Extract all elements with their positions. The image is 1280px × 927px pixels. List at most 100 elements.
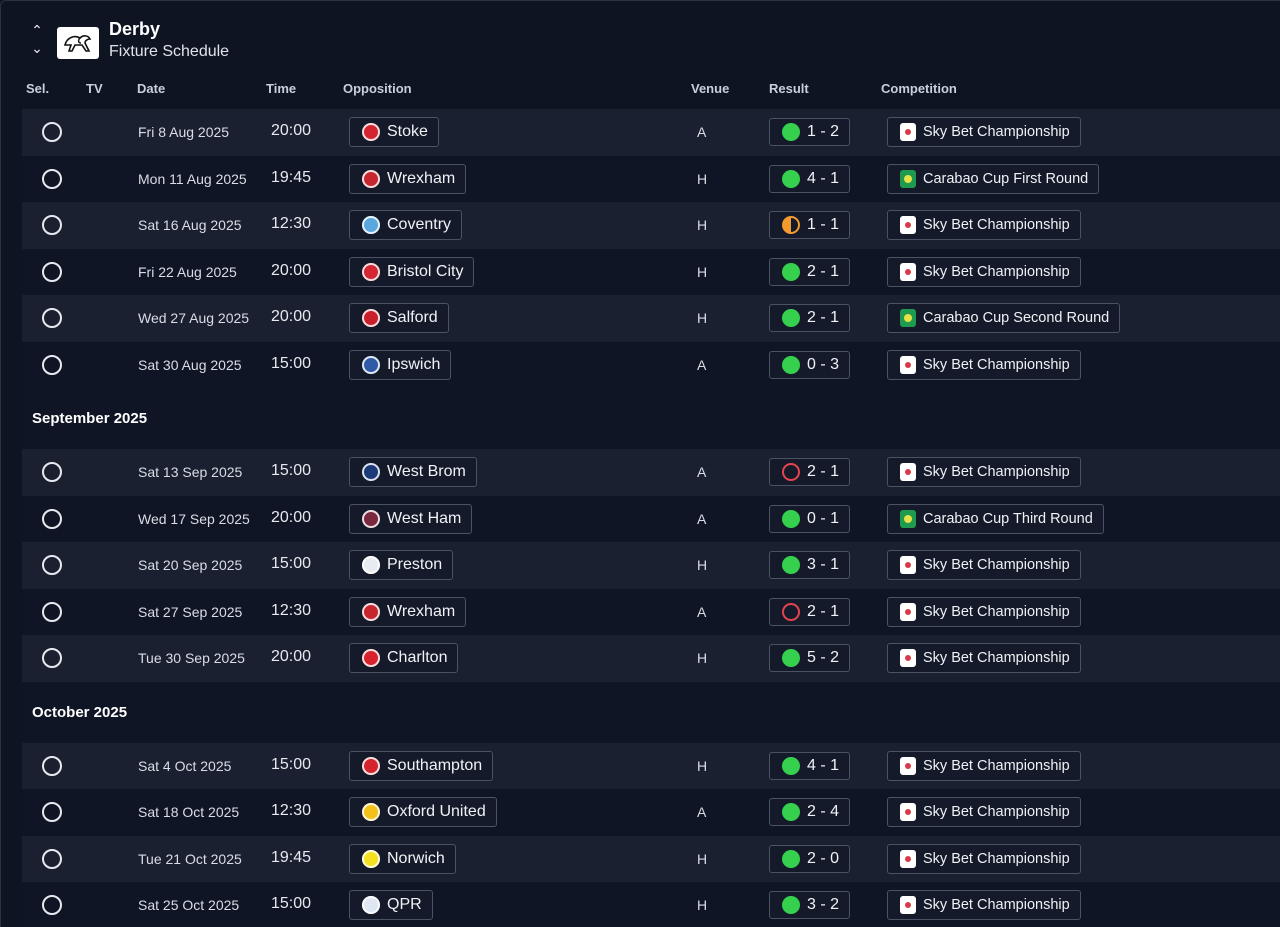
club-name[interactable]: Derby	[109, 19, 161, 39]
derby-crest-icon[interactable]	[57, 27, 99, 59]
select-radio[interactable]	[42, 462, 62, 482]
column-header-time[interactable]: Time	[266, 81, 297, 96]
opposition-button[interactable]: Wrexham	[349, 163, 467, 194]
fixture-row[interactable]: Fri 22 Aug 2025 20:00 Bristol City H 2 - 1 Sk…	[22, 248, 1280, 295]
column-header-sel[interactable]: Sel.	[26, 81, 50, 96]
competition-button[interactable]: Sky Bet Championship	[887, 643, 1081, 673]
result-score: 5 - 2	[807, 649, 840, 666]
result-button[interactable]: 2 - 1	[769, 257, 851, 286]
result-button[interactable]: 1 - 2	[769, 118, 851, 146]
competition-button[interactable]: Carabao Cup Third Round	[887, 503, 1104, 534]
result-button[interactable]: 2 - 1	[769, 597, 851, 626]
select-radio[interactable]	[42, 308, 62, 328]
fixture-date: Sat 20 Sep 2025	[138, 557, 243, 573]
competition-name: Carabao Cup First Round	[923, 170, 1089, 187]
select-radio[interactable]	[42, 168, 62, 189]
loss-indicator-icon	[782, 602, 800, 621]
fixture-row[interactable]: Sat 25 Oct 2025 15:00 QPR H 3 - 2 Sky Bet Cha…	[22, 882, 1280, 927]
result-button[interactable]: 2 - 1	[769, 458, 851, 486]
select-radio[interactable]	[42, 848, 62, 869]
column-header-result[interactable]: Result	[769, 81, 809, 96]
fixture-row[interactable]: Wed 17 Sep 2025 20:00 West Ham A 0 - 1 Caraba…	[22, 495, 1280, 542]
column-header-tv[interactable]: TV	[86, 81, 103, 96]
select-radio[interactable]	[42, 895, 62, 915]
result-button[interactable]: 5 - 2	[769, 644, 851, 672]
select-radio[interactable]	[42, 508, 62, 529]
result-button[interactable]: 4 - 1	[769, 164, 851, 193]
select-radio[interactable]	[42, 261, 62, 282]
fixture-row[interactable]: Sat 27 Sep 2025 12:30 Wrexham A 2 - 1 Sky Bet…	[22, 588, 1280, 635]
result-button[interactable]: 0 - 3	[769, 350, 851, 379]
select-radio[interactable]	[42, 215, 62, 235]
column-header-opposition[interactable]: Opposition	[343, 81, 412, 96]
result-button[interactable]: 2 - 1	[769, 304, 851, 332]
competition-name: Sky Bet Championship	[923, 557, 1070, 573]
chevron-down-icon[interactable]: ⌄	[31, 40, 43, 56]
opposition-button[interactable]: Wrexham	[349, 596, 467, 627]
opposition-button[interactable]: Southampton	[349, 750, 494, 781]
result-button[interactable]: 4 - 1	[769, 751, 851, 780]
fixture-row[interactable]: Sat 20 Sep 2025 15:00 Preston H 3 - 1 Sky Bet…	[22, 542, 1280, 589]
opposition-button[interactable]: Stoke	[349, 117, 439, 147]
select-radio[interactable]	[42, 354, 62, 375]
opposition-button[interactable]: Salford	[349, 303, 449, 333]
result-button[interactable]: 1 - 1	[769, 211, 851, 239]
opposition-button[interactable]: Preston	[349, 550, 454, 580]
result-button[interactable]: 3 - 1	[769, 551, 851, 579]
fixture-row[interactable]: Sat 16 Aug 2025 12:30 Coventry H 1 - 1 Sky Be…	[22, 202, 1280, 249]
sky-competition-icon	[900, 556, 916, 574]
fixture-row[interactable]: Wed 27 Aug 2025 20:00 Salford H 2 - 1 Carabao…	[22, 295, 1280, 342]
opposition-button[interactable]: QPR	[349, 890, 433, 920]
sort-controls: ⌃ ⌄	[28, 21, 46, 63]
opposition-button[interactable]: Bristol City	[349, 256, 475, 287]
opposition-button[interactable]: Charlton	[349, 643, 459, 673]
chevron-up-icon[interactable]: ⌃	[31, 22, 43, 38]
fixture-row[interactable]: Tue 30 Sep 2025 20:00 Charlton H 5 - 2 Sky Be…	[22, 635, 1280, 682]
select-radio[interactable]	[42, 648, 62, 668]
competition-name: Carabao Cup Third Round	[923, 510, 1093, 527]
competition-button[interactable]: Sky Bet Championship	[887, 750, 1081, 781]
panel-header: ⌃ ⌄ Derby Fixture Schedule	[1, 1, 1280, 73]
column-header-competition[interactable]: Competition	[881, 81, 957, 96]
select-radio[interactable]	[42, 802, 62, 822]
fixture-row[interactable]: Sat 18 Oct 2025 12:30 Oxford United A 2 - 4 S…	[22, 789, 1280, 836]
opposition-button[interactable]: West Brom	[349, 457, 477, 487]
select-radio[interactable]	[42, 601, 62, 622]
fixture-time: 12:30	[271, 802, 312, 819]
competition-button[interactable]: Sky Bet Championship	[887, 797, 1081, 827]
opposition-button[interactable]: Oxford United	[349, 797, 497, 827]
result-button[interactable]: 2 - 4	[769, 798, 851, 826]
select-radio[interactable]	[42, 755, 62, 776]
fixture-venue: H	[697, 757, 708, 774]
opposition-button[interactable]: Ipswich	[349, 349, 452, 380]
competition-button[interactable]: Carabao Cup Second Round	[887, 303, 1121, 333]
competition-button[interactable]: Sky Bet Championship	[887, 596, 1081, 627]
competition-button[interactable]: Sky Bet Championship	[887, 117, 1081, 147]
competition-button[interactable]: Sky Bet Championship	[887, 457, 1081, 487]
result-button[interactable]: 2 - 0	[769, 844, 851, 873]
fixture-row[interactable]: Sat 4 Oct 2025 15:00 Southampton H 4 - 1 Sky …	[22, 742, 1280, 789]
column-header-date[interactable]: Date	[137, 81, 166, 96]
competition-button[interactable]: Sky Bet Championship	[887, 843, 1081, 874]
competition-button[interactable]: Sky Bet Championship	[887, 349, 1081, 380]
competition-button[interactable]: Sky Bet Championship	[887, 210, 1081, 240]
fixture-row[interactable]: Sat 13 Sep 2025 15:00 West Brom A 2 - 1 Sky B…	[22, 449, 1280, 496]
opposition-name: Wrexham	[387, 602, 456, 620]
fixture-row[interactable]: Sat 30 Aug 2025 15:00 Ipswich A 0 - 3 Sky Bet…	[22, 341, 1280, 388]
fixture-row[interactable]: Tue 21 Oct 2025 19:45 Norwich H 2 - 0 Sky Bet…	[22, 835, 1280, 882]
result-button[interactable]: 3 - 2	[769, 891, 851, 919]
competition-button[interactable]: Sky Bet Championship	[887, 550, 1081, 580]
fixture-row[interactable]: Mon 11 Aug 2025 19:45 Wrexham H 4 - 1 Carabao…	[22, 155, 1280, 202]
column-header-venue[interactable]: Venue	[691, 81, 730, 96]
opposition-button[interactable]: Norwich	[349, 843, 456, 874]
select-radio[interactable]	[42, 122, 62, 142]
competition-button[interactable]: Carabao Cup First Round	[887, 163, 1100, 194]
opposition-button[interactable]: Coventry	[349, 210, 463, 240]
select-radio[interactable]	[42, 555, 62, 575]
result-button[interactable]: 0 - 1	[769, 504, 851, 533]
competition-button[interactable]: Sky Bet Championship	[887, 256, 1081, 287]
fixture-row[interactable]: Fri 8 Aug 2025 20:00 Stoke A 1 - 2 Sky Bet Ch…	[22, 109, 1280, 156]
opposition-name: Stoke	[387, 123, 428, 140]
competition-button[interactable]: Sky Bet Championship	[887, 890, 1081, 920]
opposition-button[interactable]: West Ham	[349, 503, 473, 534]
